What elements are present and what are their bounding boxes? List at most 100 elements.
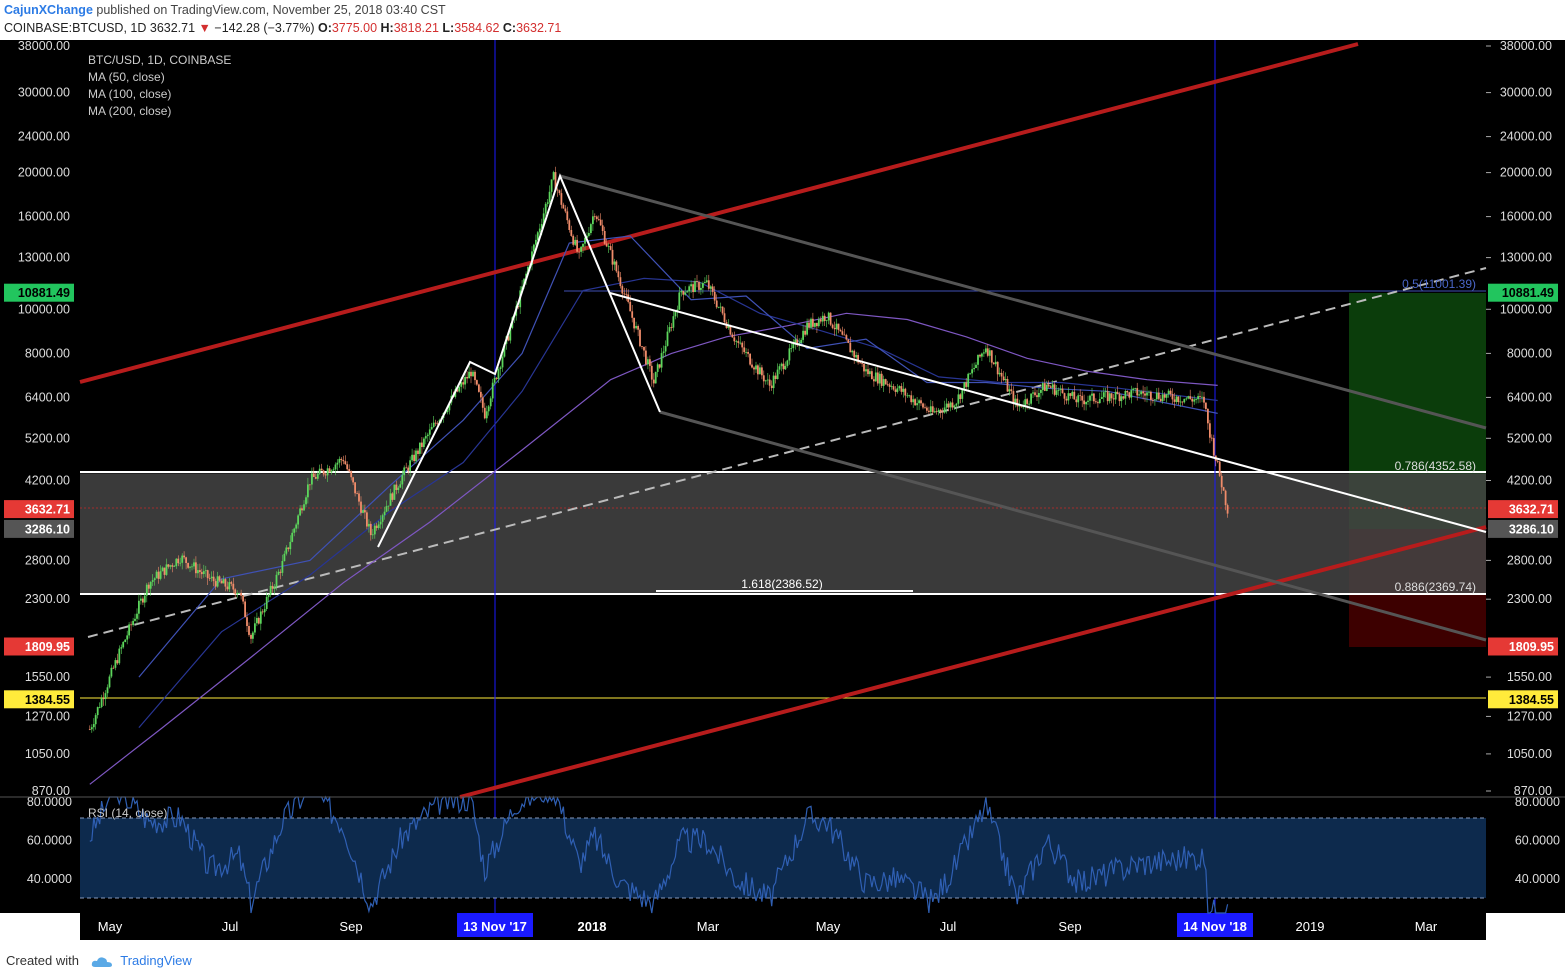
- candle-body: [617, 271, 620, 278]
- candle-body: [487, 406, 490, 412]
- tradingview-link[interactable]: TradingView: [120, 953, 192, 968]
- candle-body: [605, 243, 608, 247]
- candle-body: [204, 570, 207, 572]
- price-tag-right-box: [1488, 519, 1558, 538]
- candle-body: [996, 361, 999, 375]
- candle-body: [240, 592, 242, 596]
- low-value: 3584.62: [454, 21, 500, 35]
- candle-body: [250, 634, 252, 639]
- candle-body: [1010, 389, 1013, 392]
- fib-05-label: 0.5(11001.39): [1402, 277, 1476, 291]
- candle-body: [1075, 399, 1078, 403]
- y-tick-label-right: 38000.00: [1500, 40, 1552, 53]
- candle-body: [933, 411, 936, 413]
- y-tick-label-left: 2800.00: [25, 553, 70, 567]
- candle-body: [1150, 391, 1152, 400]
- candle-body: [1073, 391, 1076, 400]
- channel-mid-line: [87, 267, 1487, 638]
- candle-body: [566, 211, 569, 221]
- candle-body: [1161, 394, 1164, 402]
- candle-body: [1148, 391, 1150, 393]
- symbol-name: COINBASE:BTCUSD, 1D: [4, 21, 147, 35]
- candle-body: [334, 464, 337, 470]
- price-tag-right-box: [1488, 500, 1558, 519]
- candle-body: [674, 311, 677, 317]
- candle-body: [275, 574, 278, 587]
- candle-body: [287, 547, 290, 550]
- price-tag-left-box: [4, 690, 74, 709]
- candle-body: [1049, 386, 1052, 388]
- candle-body: [301, 508, 303, 511]
- candle-body: [259, 611, 262, 624]
- candle-body: [197, 570, 199, 574]
- price-tag-left-box: [4, 500, 74, 519]
- candle-body: [1138, 394, 1140, 396]
- close-label: C:: [502, 21, 517, 35]
- candle-body: [1038, 393, 1040, 398]
- price-tag-right-box: [1488, 637, 1558, 656]
- candle-body: [1134, 388, 1137, 389]
- candle-body: [929, 406, 932, 412]
- y-tick-label-left: 38000.00: [18, 40, 70, 53]
- candle-body: [88, 729, 91, 730]
- candle-body: [1061, 388, 1064, 394]
- x-tick-label: 2019: [1296, 919, 1325, 934]
- x-tick-label: Mar: [697, 919, 720, 934]
- price-pane[interactable]: [80, 40, 1486, 797]
- candle-body: [354, 482, 356, 494]
- y-tick-label-left: 4200.00: [25, 474, 70, 488]
- y-tick-label-left: 13000.00: [18, 251, 70, 265]
- candle-body: [794, 339, 797, 343]
- rsi-tick-label-right: 40.0000: [1515, 872, 1560, 886]
- candle-body: [808, 322, 810, 328]
- candle-body: [179, 562, 182, 564]
- author-link[interactable]: CajunXChange: [4, 3, 93, 17]
- candle-body: [1157, 392, 1160, 399]
- y-tick-label-right: 6400.00: [1507, 390, 1552, 404]
- candle-body: [256, 618, 258, 624]
- x-tick-label: Jul: [940, 919, 957, 934]
- candle-body: [295, 524, 298, 529]
- candle-body: [383, 511, 386, 516]
- candle-body: [918, 400, 920, 404]
- candle-body: [947, 403, 950, 408]
- candle-body: [1183, 398, 1186, 403]
- candle-body: [145, 584, 148, 596]
- last-price: 3632.71: [149, 21, 196, 35]
- candle-body: [163, 567, 166, 575]
- candle-body: [994, 361, 997, 365]
- candle-body: [381, 515, 384, 522]
- price-chart[interactable]: BTC/USD, 1D, COINBASE MA (50, close) MA …: [0, 40, 1565, 940]
- candle-body: [1108, 393, 1111, 402]
- channel-upper-line: [79, 42, 1359, 384]
- candle-body: [861, 363, 863, 364]
- candle-body: [945, 403, 948, 408]
- candle-body: [1210, 437, 1213, 439]
- candle-body: [782, 363, 785, 370]
- candle-body: [489, 398, 492, 407]
- candle-body: [619, 277, 622, 287]
- candle-body: [1014, 398, 1017, 404]
- candle-body: [643, 346, 645, 351]
- candle-body: [1093, 393, 1095, 402]
- candle-body: [322, 470, 325, 475]
- publish-header: CajunXChange published on TradingView.co…: [4, 3, 446, 21]
- candle-body: [1041, 383, 1044, 390]
- candle-body: [289, 541, 292, 550]
- candle-body: [509, 327, 512, 341]
- candle-body: [778, 366, 781, 370]
- footer: Created with TradingView: [6, 953, 192, 968]
- candle-body: [990, 350, 993, 363]
- y-tick-label-left: 2300.00: [25, 592, 70, 606]
- candle-body: [507, 336, 510, 341]
- candle-body: [957, 394, 960, 404]
- candle-body: [407, 467, 410, 471]
- candle-body: [1112, 398, 1115, 400]
- candle-body: [397, 487, 400, 490]
- candle-body: [1118, 393, 1121, 402]
- high-value: 3818.21: [393, 21, 439, 35]
- candle-body: [1124, 391, 1127, 399]
- candle-body: [214, 581, 217, 587]
- y-tick-label-right: 10000.00: [1500, 302, 1552, 316]
- candle-body: [326, 468, 329, 476]
